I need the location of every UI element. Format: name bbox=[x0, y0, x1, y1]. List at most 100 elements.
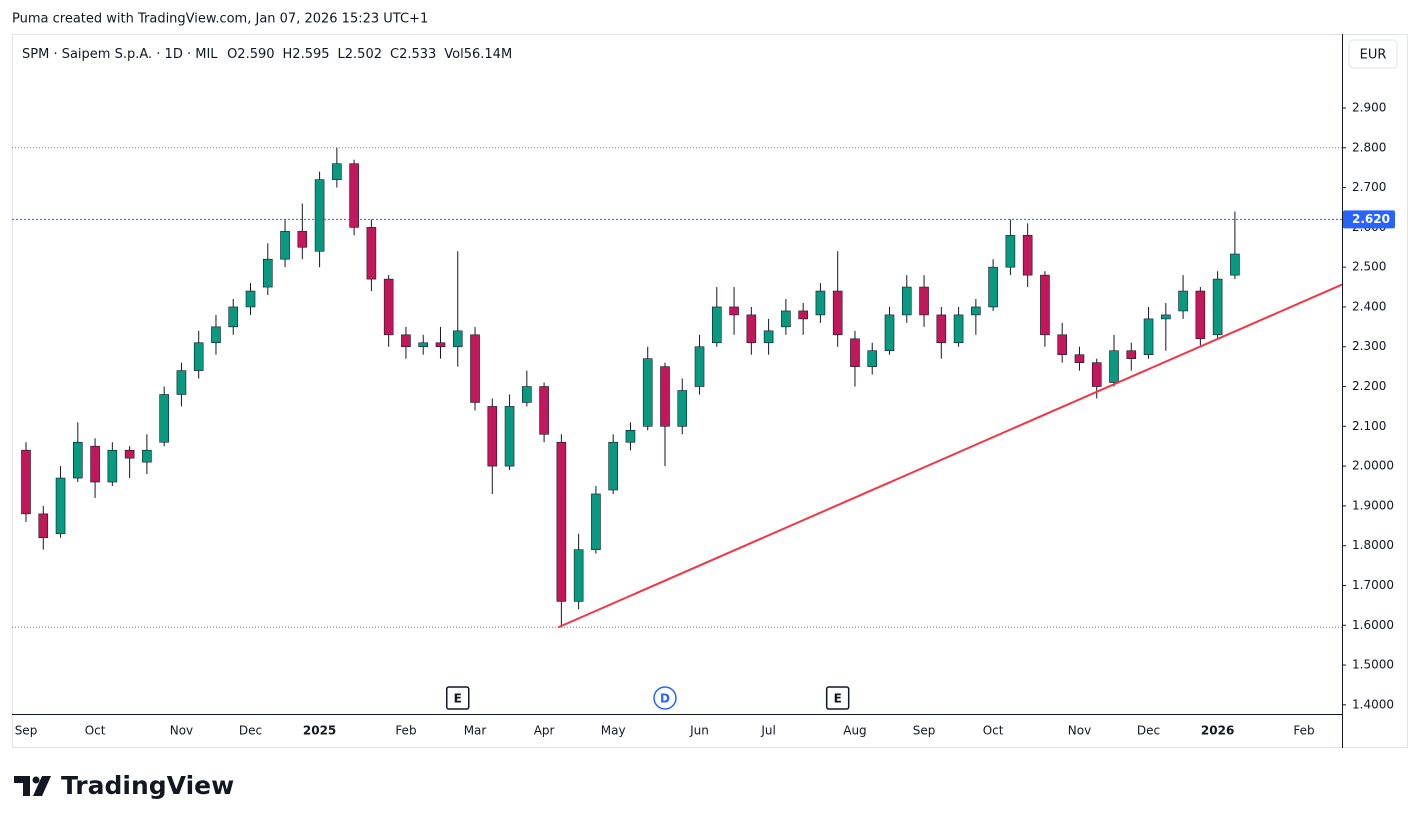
candle-body bbox=[176, 370, 187, 395]
legend-key: L bbox=[338, 47, 346, 62]
x-tick-label: Oct bbox=[85, 724, 106, 738]
y-tick-label: 1.7000 bbox=[1352, 578, 1394, 592]
y-tick-label: 2.300 bbox=[1352, 339, 1386, 353]
event-marker bbox=[446, 686, 470, 710]
y-tick-label: 1.4000 bbox=[1352, 697, 1394, 711]
x-tick-label: Nov bbox=[1068, 724, 1091, 738]
currency[interactable]: EUR bbox=[1360, 48, 1387, 63]
candle-body bbox=[487, 406, 498, 467]
legend-value: 56.14M bbox=[464, 47, 512, 62]
legend-key: C bbox=[390, 47, 399, 62]
y-tick-label: 1.5000 bbox=[1352, 658, 1394, 672]
candle-body bbox=[332, 163, 342, 180]
event-marker bbox=[825, 686, 850, 710]
candle-body bbox=[1040, 274, 1050, 336]
x-tick-label: 2026 bbox=[1201, 724, 1234, 738]
chart-frame bbox=[12, 34, 1408, 748]
x-tick-label: Jun bbox=[689, 724, 709, 738]
candle-body bbox=[383, 278, 394, 336]
candle-body bbox=[245, 290, 256, 308]
candle-body bbox=[556, 441, 567, 602]
candle-body bbox=[90, 445, 100, 483]
legend-key: H bbox=[283, 47, 293, 62]
candle-body bbox=[573, 549, 584, 602]
candle-body bbox=[660, 366, 670, 427]
candle-body bbox=[21, 449, 31, 515]
candle-body bbox=[1022, 235, 1033, 276]
y-tick-label: 1.6000 bbox=[1352, 618, 1394, 632]
candle-body bbox=[193, 342, 204, 371]
event-label: D bbox=[660, 692, 670, 706]
trendline bbox=[557, 283, 1343, 629]
candle-body bbox=[55, 477, 66, 535]
x-tick-label: Sep bbox=[913, 724, 936, 738]
y-tick-label: 2.700 bbox=[1352, 180, 1386, 194]
candle-body bbox=[1109, 350, 1119, 383]
legend-key: O bbox=[227, 47, 237, 62]
candle-body bbox=[107, 449, 118, 483]
candle-body bbox=[142, 449, 152, 463]
x-tick-label: 2025 bbox=[303, 724, 336, 738]
candle-body bbox=[1091, 362, 1102, 387]
candle-body bbox=[470, 334, 480, 403]
candle-body bbox=[1178, 290, 1188, 312]
x-tick-label: Dec bbox=[239, 724, 262, 738]
candle-body bbox=[401, 334, 411, 348]
candle-body bbox=[608, 441, 618, 491]
x-tick-label: Aug bbox=[843, 724, 866, 738]
candle-body bbox=[901, 286, 912, 316]
event-marker bbox=[653, 686, 677, 710]
y-tick-label: 2.200 bbox=[1352, 379, 1386, 393]
candle-body bbox=[1005, 235, 1016, 268]
candle-body bbox=[366, 227, 377, 280]
candle-body bbox=[452, 330, 463, 348]
candle-body bbox=[73, 441, 83, 479]
candle-body bbox=[1161, 314, 1171, 320]
candle-body bbox=[504, 406, 515, 467]
y-tick-label: 2.900 bbox=[1352, 101, 1386, 115]
candle-body bbox=[435, 342, 446, 348]
candle-body bbox=[591, 493, 601, 550]
x-tick-label: Sep bbox=[15, 724, 38, 738]
x-tick-label: Jul bbox=[760, 724, 775, 738]
last-price-label: 2.620 bbox=[1352, 212, 1390, 226]
last-price-box bbox=[1343, 210, 1395, 229]
candle-body bbox=[971, 306, 981, 316]
legend-key: Vol bbox=[444, 47, 463, 62]
candle-body bbox=[1212, 278, 1223, 336]
candle-body bbox=[711, 306, 722, 344]
candle-body bbox=[418, 342, 429, 348]
candle-body bbox=[832, 290, 843, 336]
candle-body bbox=[228, 306, 239, 328]
candle-body bbox=[642, 358, 653, 427]
y-tick-label: 2.0000 bbox=[1352, 459, 1394, 473]
candle-body bbox=[314, 179, 325, 252]
x-tick-label: May bbox=[601, 724, 626, 738]
legend: SPM · Saipem S.p.A. · 1D · MIL O2.590 H 2.5… bbox=[22, 47, 512, 62]
candle-body bbox=[919, 286, 929, 316]
candle-body bbox=[1074, 354, 1085, 363]
legend-symbol: SPM · Saipem S.p.A. · 1D · MIL bbox=[22, 47, 218, 62]
x-tick-label: Apr bbox=[534, 724, 555, 738]
candle-body bbox=[159, 394, 169, 443]
candle-body bbox=[297, 231, 308, 248]
candle-body bbox=[694, 346, 705, 387]
candle-body bbox=[884, 314, 895, 352]
legend-value: 2.590 bbox=[237, 47, 274, 62]
candle-body bbox=[1143, 318, 1154, 356]
candle-body bbox=[1195, 290, 1206, 340]
candle-body bbox=[124, 449, 135, 459]
candle-body bbox=[867, 350, 878, 367]
x-tick-label: Mar bbox=[464, 724, 487, 738]
candle-body bbox=[522, 386, 532, 403]
x-tick-label: Feb bbox=[1293, 724, 1314, 738]
candle-body bbox=[677, 390, 688, 427]
y-tick-label: 2.400 bbox=[1352, 299, 1386, 313]
candle-body bbox=[280, 231, 290, 260]
event-label: E bbox=[834, 692, 842, 706]
legend-value: 2.502 bbox=[345, 47, 382, 62]
x-tick-label: Nov bbox=[170, 724, 193, 738]
currency-box[interactable] bbox=[1348, 39, 1398, 69]
candle-body bbox=[211, 326, 221, 344]
